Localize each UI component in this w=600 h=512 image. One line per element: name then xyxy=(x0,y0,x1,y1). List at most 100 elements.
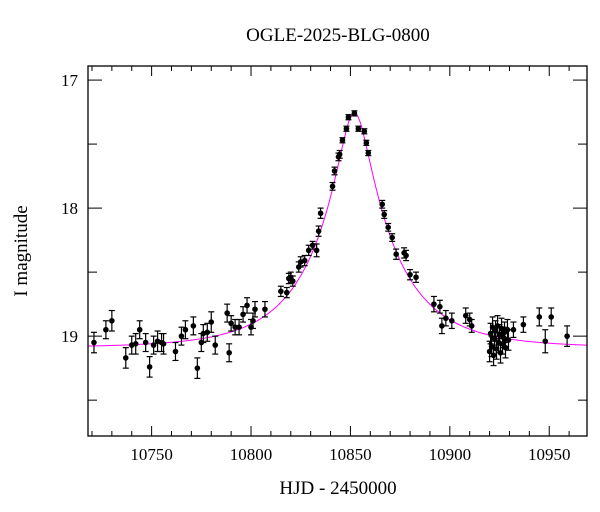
point-marker xyxy=(365,150,372,156)
data-point xyxy=(90,331,97,354)
data-point xyxy=(182,320,189,340)
data-point xyxy=(208,311,215,333)
point-marker xyxy=(305,247,312,254)
data-point xyxy=(339,137,346,144)
point-marker xyxy=(252,306,258,313)
x-axis-label: HJD - 2450000 xyxy=(279,478,396,499)
model-curve xyxy=(87,112,587,347)
point-marker xyxy=(226,349,232,356)
point-marker xyxy=(204,329,211,336)
data-point xyxy=(468,318,475,333)
data-point xyxy=(289,275,296,287)
data-point xyxy=(313,243,320,258)
point-marker xyxy=(208,319,215,325)
point-marker xyxy=(244,302,250,309)
data-point xyxy=(261,300,268,318)
data-point xyxy=(102,320,109,340)
point-marker xyxy=(142,339,149,346)
point-marker xyxy=(317,210,324,217)
point-marker xyxy=(150,342,157,348)
data-point xyxy=(212,335,219,355)
data-point xyxy=(122,347,129,369)
point-marker xyxy=(224,310,230,316)
point-marker xyxy=(232,324,238,330)
point-marker xyxy=(136,326,143,333)
y-axis-label: I magnitude xyxy=(11,205,32,296)
data-point xyxy=(564,325,571,347)
point-marker xyxy=(542,338,549,345)
model-layer xyxy=(87,112,587,347)
point-marker xyxy=(403,252,409,259)
data-point xyxy=(413,271,420,283)
point-marker xyxy=(520,321,527,328)
y-tick-label: 17 xyxy=(61,71,79,90)
x-tick-label: 10950 xyxy=(528,445,571,464)
data-point xyxy=(510,321,517,339)
data-point xyxy=(442,309,449,327)
data-point xyxy=(505,329,512,351)
data-point xyxy=(343,125,350,132)
point-marker xyxy=(437,303,443,310)
point-marker xyxy=(468,323,475,329)
point-marker xyxy=(329,183,336,190)
data-point xyxy=(381,210,388,219)
point-marker xyxy=(407,271,413,278)
data-point xyxy=(150,335,157,355)
point-marker xyxy=(381,211,388,218)
point-marker xyxy=(301,257,308,264)
x-tick-label: 10750 xyxy=(130,445,173,464)
x-tick-label: 10900 xyxy=(429,445,472,464)
data-point xyxy=(136,320,143,340)
y-tick-label: 19 xyxy=(61,327,78,346)
point-marker xyxy=(122,355,129,361)
data-point xyxy=(309,240,316,250)
point-marker xyxy=(315,228,322,234)
point-marker xyxy=(262,306,268,313)
point-marker xyxy=(385,224,391,231)
chart-title: OGLE-2025-BLG-0800 xyxy=(246,25,430,46)
point-marker xyxy=(284,289,290,296)
point-marker xyxy=(345,114,352,121)
point-marker xyxy=(240,311,246,318)
point-marker xyxy=(351,110,358,117)
point-marker xyxy=(449,317,455,324)
data-point xyxy=(548,307,555,327)
ticks-layer: 10750 10800 10850 10900 10950 17 18 19 xyxy=(61,66,587,464)
data-point xyxy=(361,128,368,135)
point-marker xyxy=(462,312,469,319)
data-point xyxy=(351,110,358,117)
data-point xyxy=(283,286,290,299)
data-point xyxy=(172,341,179,362)
data-point xyxy=(178,326,185,346)
data-point xyxy=(128,335,135,355)
data-point xyxy=(142,332,149,353)
point-marker xyxy=(309,242,316,249)
point-marker xyxy=(194,365,201,371)
point-marker xyxy=(236,324,242,330)
y-tick-label: 18 xyxy=(61,199,78,218)
point-marker xyxy=(91,339,97,346)
data-point xyxy=(240,306,247,323)
data-point xyxy=(407,268,414,281)
data-point xyxy=(160,332,167,355)
data-point xyxy=(436,299,443,314)
point-marker xyxy=(363,140,370,146)
data-point xyxy=(190,316,197,336)
data-point xyxy=(108,309,115,332)
point-marker xyxy=(564,333,570,339)
point-marker xyxy=(103,326,109,333)
data-point xyxy=(403,249,410,262)
data-point xyxy=(232,318,239,336)
point-marker xyxy=(146,364,153,370)
data-point xyxy=(363,139,370,146)
data-point xyxy=(336,149,343,159)
point-marker xyxy=(389,234,395,241)
point-marker xyxy=(343,125,350,132)
point-marker xyxy=(160,341,167,347)
point-marker xyxy=(413,274,419,281)
plot-frame xyxy=(87,65,588,437)
point-marker xyxy=(278,288,284,295)
data-point xyxy=(204,322,211,342)
point-marker xyxy=(339,137,346,144)
